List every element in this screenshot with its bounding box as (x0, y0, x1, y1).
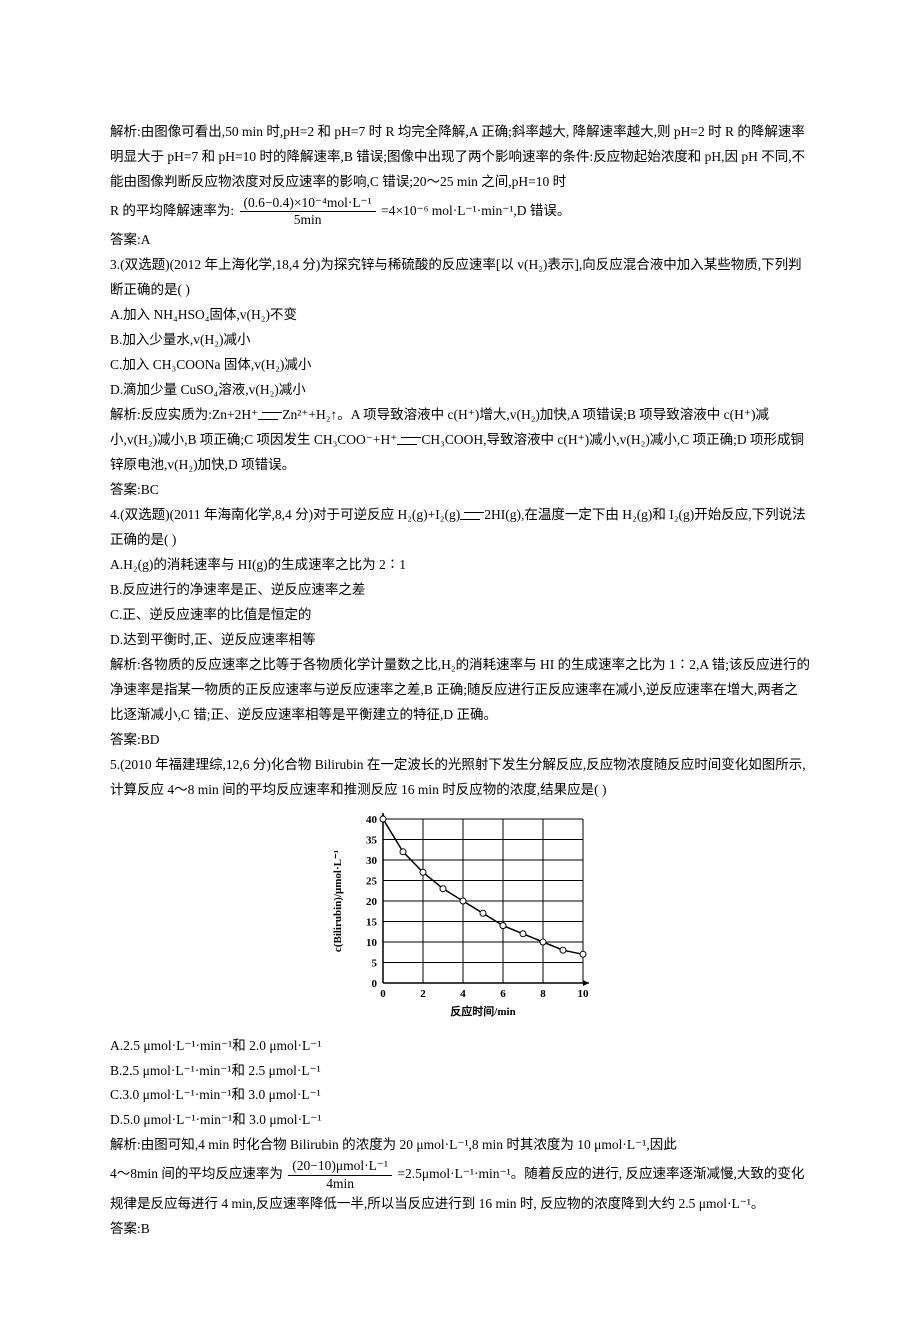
question-4-option-b: B.反应进行的净速率是正、逆反应速率之差 (110, 578, 810, 603)
question-4-option-a: A.H₂(g)的消耗速率与 HI(g)的生成速率之比为 2∶1 (110, 553, 810, 578)
svg-text:30: 30 (366, 855, 378, 867)
svg-text:20: 20 (366, 896, 378, 908)
svg-text:0: 0 (372, 978, 378, 990)
bilirubin-chart-svg: 0 2 4 6 8 10 0 5 10 15 20 25 30 35 40 反应时间/min c(Bilirub… (325, 809, 595, 1019)
explanation-1: 解析:由图像可看出,50 min 时,pH=2 和 pH=7 时 R 均完全降解… (110, 120, 810, 195)
question-3-head: 3.(双选题)(2012 年上海化学,18,4 分)为探究锌与稀硫酸的反应速率[… (110, 253, 810, 303)
svg-text:10: 10 (578, 988, 590, 1000)
svg-text:8: 8 (540, 988, 546, 1000)
answer-3: 答案:BC (110, 478, 810, 503)
answer-1: 答案:A (110, 228, 810, 253)
svg-text:25: 25 (366, 875, 378, 887)
svg-text:40: 40 (366, 814, 378, 826)
question-5-head: 5.(2010 年福建理综,12,6 分)化合物 Bilirubin 在一定波长… (110, 753, 810, 803)
q5-exp-prefix: 4～8min 间的平均反应速率为 (110, 1166, 283, 1181)
question-3-option-a: A.加入 NH₄HSO₄固体,v(H₂)不变 (110, 303, 810, 328)
question-4-head: 4.(双选题)(2011 年海南化学,8,4 分)对于可逆反应 H₂(g)+I₂… (110, 503, 810, 553)
question-5-explanation-a: 解析:由图可知,4 min 时化合物 Bilirubin 的浓度为 20 μmo… (110, 1133, 810, 1158)
answer-4: 答案:BD (110, 728, 810, 753)
answer-5: 答案:B (110, 1217, 810, 1242)
svg-text:5: 5 (372, 957, 378, 969)
question-4-explanation: 解析:各物质的反应速率之比等于各物质化学计量数之比,H₂的消耗速率与 HI 的生… (110, 653, 810, 728)
fraction-1: (0.6−0.4)×10⁻⁴mol·L⁻¹ 5min (240, 195, 376, 228)
fraction-2-den: 4min (288, 1176, 392, 1192)
svg-text:6: 6 (500, 988, 506, 1000)
q3-exp-part-a: 解析:反应实质为:Zn+2H⁺ (110, 407, 258, 422)
question-5-option-b: B.2.5 μmol·L⁻¹·min⁻¹和 2.5 μmol·L⁻¹ (110, 1059, 810, 1084)
formula-prefix: R 的平均降解速率为: (110, 203, 238, 218)
question-3-explanation: 解析:反应实质为:Zn+2H⁺Zn²⁺+H₂↑。A 项导致溶液中 c(H⁺)增大… (110, 403, 810, 478)
svg-text:c(Bilirubin)/μmol·L⁻¹: c(Bilirubin)/μmol·L⁻¹ (332, 849, 344, 951)
question-5-option-d: D.5.0 μmol·L⁻¹·min⁻¹和 3.0 μmol·L⁻¹ (110, 1108, 810, 1133)
q4-head-a: 4.(双选题)(2011 年海南化学,8,4 分)对于可逆反应 H₂(g)+I₂… (110, 507, 460, 522)
svg-text:15: 15 (366, 916, 378, 928)
fraction-2: (20−10)μmol·L⁻¹ 4min (288, 1158, 392, 1191)
fraction-1-num: (0.6−0.4)×10⁻⁴mol·L⁻¹ (240, 195, 376, 212)
svg-text:35: 35 (366, 834, 378, 846)
svg-text:10: 10 (366, 937, 378, 949)
formula-suffix: =4×10⁻⁶ mol·L⁻¹·min⁻¹,D 错误。 (381, 203, 570, 218)
question-3-option-c: C.加入 CH₃COONa 固体,v(H₂)减小 (110, 353, 810, 378)
svg-text:反应时间/min: 反应时间/min (450, 1004, 515, 1018)
svg-text:0: 0 (380, 988, 386, 1000)
question-3-option-b: B.加入少量水,v(H₂)减小 (110, 328, 810, 353)
question-4-option-d: D.达到平衡时,正、逆反应速率相等 (110, 628, 810, 653)
question-5-option-a: A.2.5 μmol·L⁻¹·min⁻¹和 2.0 μmol·L⁻¹ (110, 1034, 810, 1059)
fraction-1-den: 5min (240, 212, 376, 228)
explanation-1-formula: R 的平均降解速率为: (0.6−0.4)×10⁻⁴mol·L⁻¹ 5min =… (110, 195, 810, 228)
bilirubin-chart: 0 2 4 6 8 10 0 5 10 15 20 25 30 35 40 反应时间/min c(Bilirub… (110, 809, 810, 1028)
svg-text:4: 4 (460, 988, 466, 1000)
question-3-option-d: D.滴加少量 CuSO₄溶液,v(H₂)减小 (110, 378, 810, 403)
question-5-explanation-b: 4～8min 间的平均反应速率为 (20−10)μmol·L⁻¹ 4min =2… (110, 1158, 810, 1216)
question-4-option-c: C.正、逆反应速率的比值是恒定的 (110, 603, 810, 628)
svg-text:2: 2 (420, 988, 426, 1000)
fraction-2-num: (20−10)μmol·L⁻¹ (288, 1158, 392, 1175)
question-5-option-c: C.3.0 μmol·L⁻¹·min⁻¹和 3.0 μmol·L⁻¹ (110, 1083, 810, 1108)
